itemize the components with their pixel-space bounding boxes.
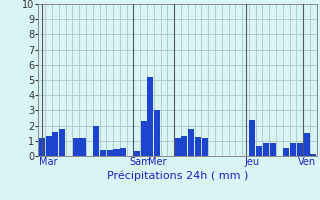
Bar (181, 136, 188, 156)
Bar (202, 138, 208, 156)
Bar (297, 143, 303, 156)
Bar (59, 129, 65, 156)
Bar (263, 143, 269, 156)
Bar (256, 146, 262, 156)
Bar (134, 151, 140, 156)
Bar (39, 138, 45, 156)
Bar (79, 138, 85, 156)
Bar (270, 143, 276, 156)
Bar (188, 129, 194, 156)
Bar (154, 110, 160, 156)
Bar (310, 154, 316, 156)
X-axis label: Précipitations 24h ( mm ): Précipitations 24h ( mm ) (107, 170, 248, 181)
Bar (148, 77, 154, 156)
Bar (304, 133, 310, 156)
Bar (174, 138, 181, 156)
Bar (120, 148, 126, 156)
Bar (73, 138, 79, 156)
Bar (113, 149, 120, 156)
Bar (283, 148, 289, 156)
Bar (249, 120, 255, 156)
Bar (45, 136, 52, 156)
Bar (100, 150, 106, 156)
Bar (52, 132, 59, 156)
Bar (290, 143, 296, 156)
Bar (140, 121, 147, 156)
Bar (93, 126, 99, 156)
Bar (107, 150, 113, 156)
Bar (195, 137, 201, 156)
